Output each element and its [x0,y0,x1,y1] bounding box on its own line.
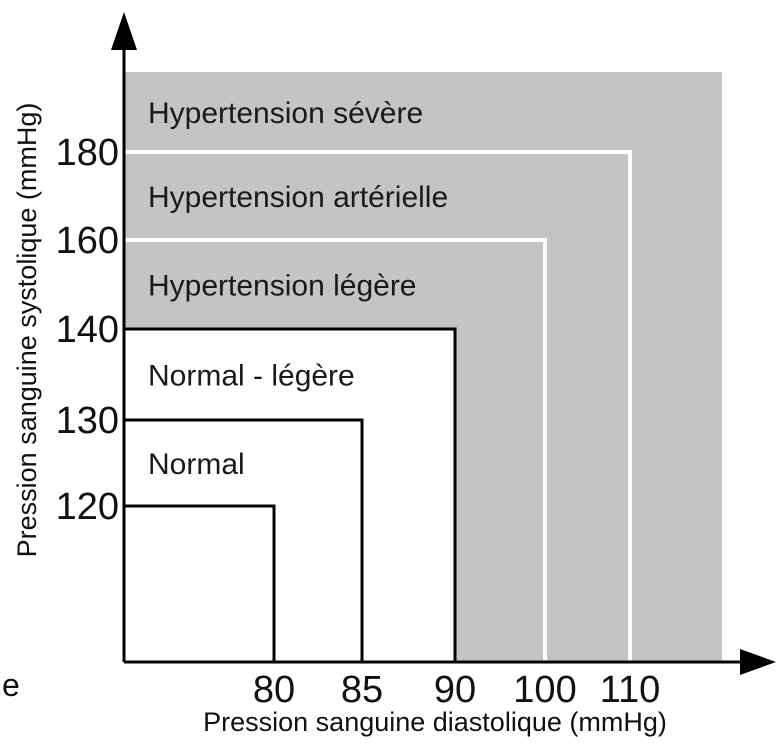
x-tick-label: 100 [513,669,576,711]
x-tick-label: 90 [434,669,476,711]
x-tick-label: 85 [341,669,383,711]
region-label-normal: Normal [148,448,245,481]
region-boundary-normal [124,418,364,662]
region-boundary-normal-legere [124,327,457,662]
region-labels-layer: Hypertension sévère Hypertension artériel… [148,97,448,481]
x-axis-arrow-icon [740,649,776,675]
region-label-hypertension-legere: Hypertension légère [148,270,417,303]
region-boundary-hypertension-arterielle [124,150,632,662]
axes-layer [111,12,776,675]
y-tick-label: 160 [56,220,119,262]
x-tick-label: 80 [253,669,295,711]
y-tick-label: 180 [56,132,119,174]
region-innermost [124,506,274,662]
margin-text: e [2,667,20,703]
y-tick-label: 140 [56,309,119,351]
x-axis-title: Pression sanguine diastolique (mmHg) [203,707,667,737]
region-label-normal-legere: Normal - légère [148,360,355,393]
y-tick-label: 120 [56,486,119,528]
ticks-layer: 80 85 90 100 110 120 130 140 160 180 [56,132,661,711]
region-label-hypertension-arterielle: Hypertension artérielle [148,181,448,214]
y-axis-title: Pression sanguine systolique (mmHg) [12,103,42,558]
x-tick-label: 110 [600,669,661,711]
y-tick-label: 130 [56,400,119,442]
regions-layer [124,72,722,662]
region-boundary-innermost [124,504,276,662]
region-label-hypertension-severe: Hypertension sévère [148,97,423,130]
region-boundary-hypertension-legere [124,238,547,662]
y-axis-arrow-icon [111,12,137,50]
